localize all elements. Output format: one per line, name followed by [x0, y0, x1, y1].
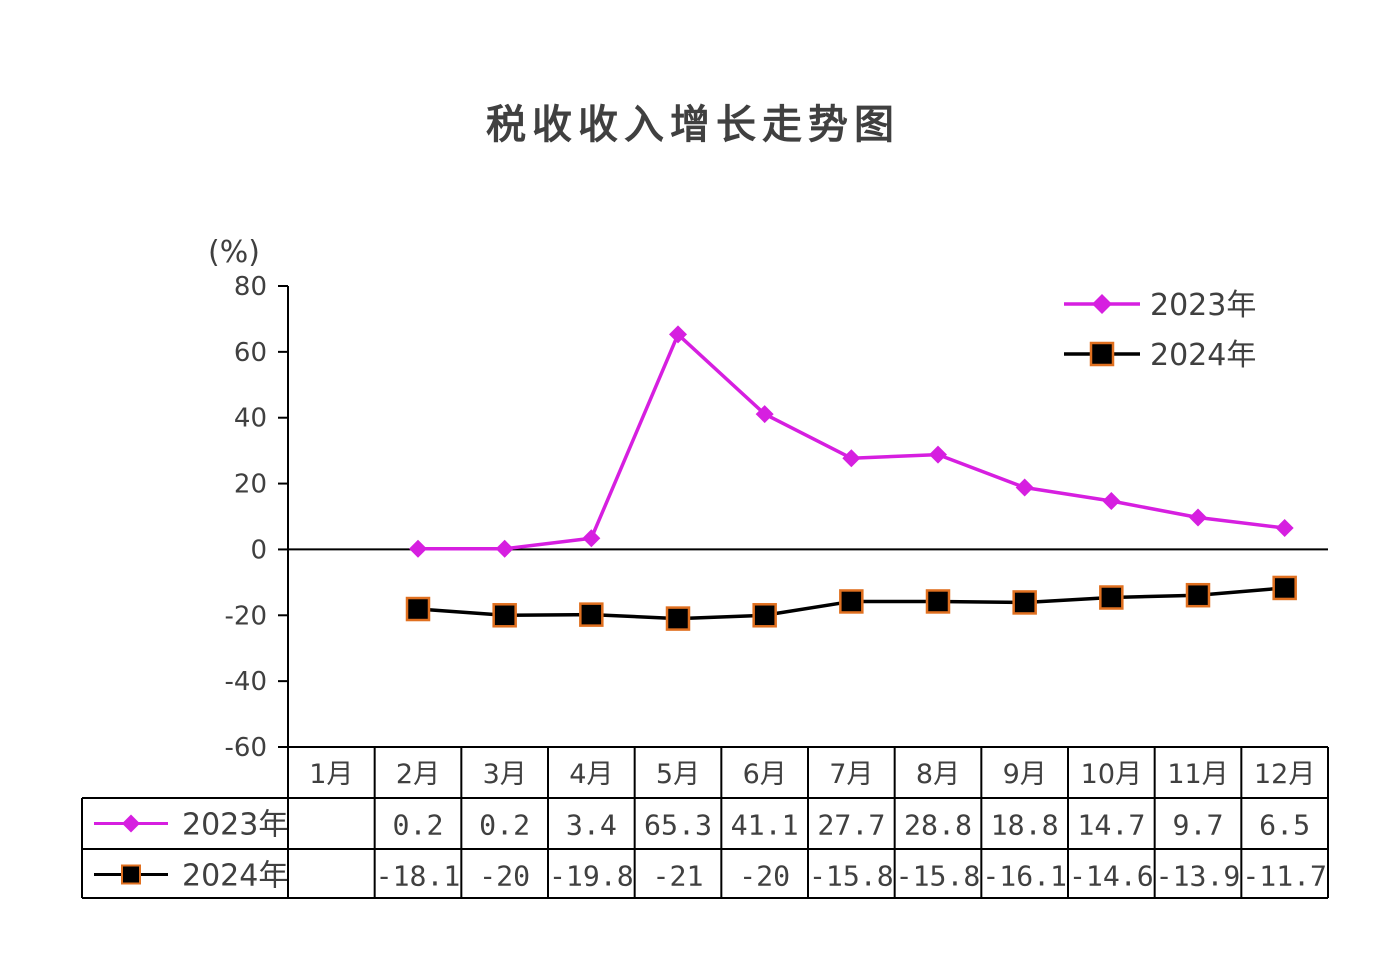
- data-point-diamond: [1189, 508, 1207, 527]
- x-category-label: 4月: [569, 759, 613, 790]
- data-point-square: [752, 603, 777, 628]
- table-cell-value: 9.7: [1173, 809, 1224, 842]
- x-category-label: 10月: [1081, 759, 1142, 790]
- table-legend-square-marker: [121, 864, 141, 885]
- x-category-label: 6月: [743, 759, 787, 790]
- table-cell-value: -13.9: [1156, 860, 1241, 893]
- data-point-square: [1272, 575, 1297, 601]
- data-point-square: [665, 606, 691, 631]
- data-point-square: [492, 603, 517, 628]
- table-cell-value: -15.8: [809, 860, 894, 893]
- data-point-square: [1185, 582, 1211, 608]
- table-cell-value: 41.1: [731, 809, 799, 842]
- data-point-square: [1012, 590, 1037, 615]
- y-tick-label: -60: [225, 733, 267, 763]
- table-cell-value: 27.7: [817, 809, 885, 842]
- table-cell-value: -19.8: [549, 860, 634, 893]
- data-point-diamond: [1102, 492, 1121, 511]
- data-point-square: [925, 589, 951, 614]
- data-point-diamond: [1015, 478, 1034, 497]
- x-category-label: 8月: [916, 759, 960, 790]
- x-category-label: 3月: [483, 759, 527, 790]
- y-tick-label: 0: [250, 535, 267, 565]
- y-tick-label: 40: [234, 404, 267, 434]
- data-point-diamond: [842, 449, 861, 468]
- chart-title: 税收收入增长走势图: [486, 102, 900, 148]
- table-legend-diamond-marker: [122, 814, 140, 833]
- table-cell-value: -18.1: [376, 860, 461, 893]
- table-series-name: 2023年: [182, 808, 288, 843]
- table-cell-value: -15.8: [896, 860, 981, 893]
- data-point-diamond: [409, 539, 427, 558]
- table-cell-value: -21: [653, 860, 704, 893]
- table-cell-value: 18.8: [991, 809, 1059, 842]
- legend-diamond-marker: [1092, 294, 1112, 314]
- x-category-label: 1月: [309, 759, 353, 790]
- legend-square-marker: [1089, 341, 1115, 367]
- table-cell-value: -20: [739, 860, 790, 893]
- data-point-diamond: [1275, 519, 1294, 538]
- y-axis-label: (%): [208, 235, 260, 270]
- y-tick-label: 80: [234, 272, 267, 302]
- table-cell-value: 14.7: [1077, 809, 1145, 842]
- data-point-square: [1099, 585, 1124, 610]
- table-cell-value: -16.1: [982, 860, 1067, 893]
- table-cell-value: 0.2: [393, 809, 444, 842]
- table-cell-value: 3.4: [566, 809, 617, 842]
- table-cell-value: -11.7: [1242, 860, 1327, 893]
- data-point-diamond: [669, 325, 687, 344]
- legend-label: 2024年: [1150, 338, 1256, 373]
- table-cell-value: 0.2: [479, 809, 530, 842]
- data-point-square: [405, 596, 431, 622]
- table-cell-value: 28.8: [904, 809, 972, 842]
- x-category-label: 9月: [1003, 759, 1047, 790]
- y-tick-label: 20: [234, 470, 267, 500]
- legend-label: 2023年: [1150, 288, 1256, 323]
- data-point-square: [839, 589, 864, 614]
- data-point-diamond: [495, 539, 514, 558]
- data-point-diamond: [582, 529, 601, 548]
- x-category-label: 2月: [396, 759, 440, 790]
- x-category-label: 11月: [1167, 759, 1228, 790]
- table-cell-value: 65.3: [644, 809, 712, 842]
- y-tick-label: -40: [225, 667, 267, 697]
- table-cell-value: -20: [479, 860, 530, 893]
- x-category-label: 5月: [656, 759, 700, 790]
- y-tick-label: -20: [225, 601, 267, 631]
- table-cell-value: 6.5: [1259, 809, 1310, 842]
- table-series-name: 2024年: [182, 859, 288, 894]
- data-point-diamond: [755, 405, 774, 424]
- x-category-label: 7月: [829, 759, 873, 790]
- data-point-diamond: [929, 445, 947, 464]
- table-cell-value: -14.6: [1069, 860, 1154, 893]
- x-category-label: 12月: [1254, 759, 1315, 790]
- data-point-square: [579, 602, 604, 627]
- y-tick-label: 60: [234, 338, 267, 368]
